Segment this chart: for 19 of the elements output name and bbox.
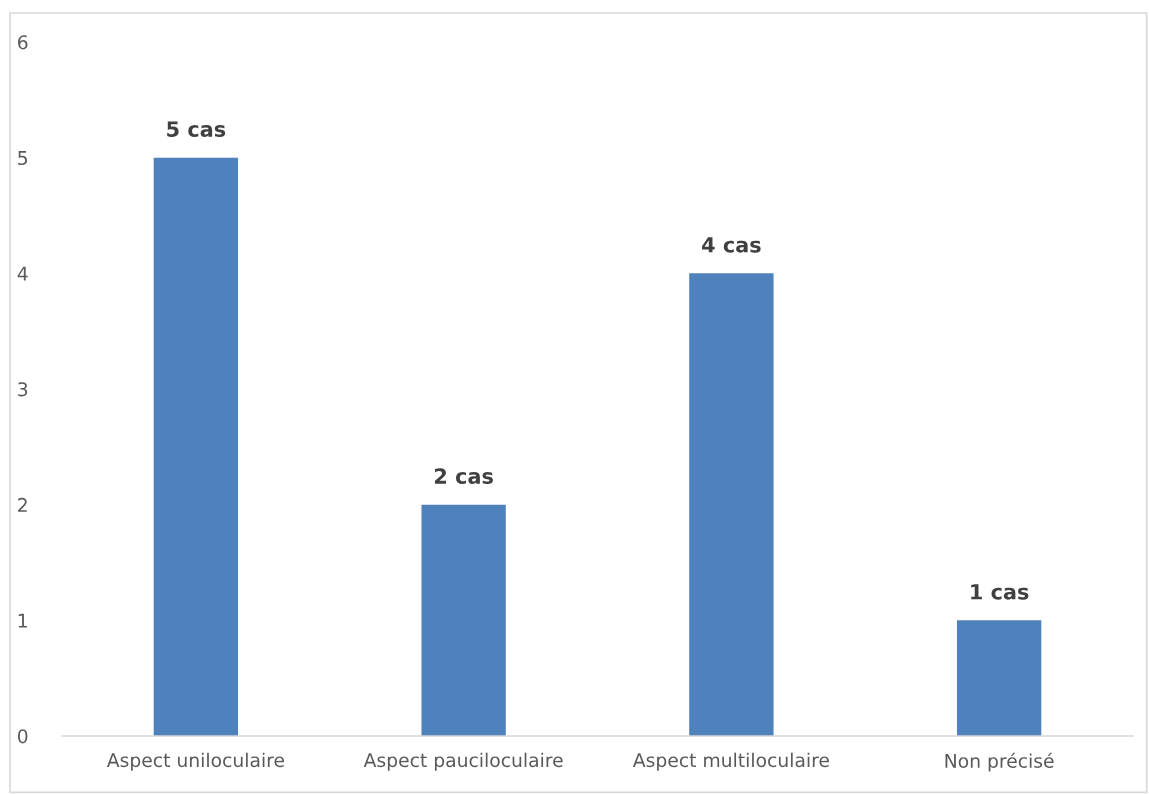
bar	[689, 273, 774, 736]
data-label: 1 cas	[971, 584, 1029, 600]
y-tick-label: 6	[18, 35, 28, 50]
y-tick-label: 3	[18, 382, 28, 397]
data-label: 4 cas	[702, 237, 761, 253]
y-tick-label: 5	[18, 151, 28, 166]
data-label: 2 cas	[434, 468, 493, 484]
y-tick-label: 4	[17, 266, 28, 281]
data-label: 5 cas	[167, 121, 226, 137]
bar	[956, 620, 1042, 736]
y-tick-label: 0	[17, 729, 28, 744]
x-tick-label: Aspect multiloculaire	[632, 752, 829, 771]
bar	[421, 504, 506, 736]
x-tick-label: Aspect uniloculaire	[106, 752, 284, 771]
bar	[153, 157, 239, 736]
y-tick-label: 1	[18, 613, 27, 628]
y-tick-label: 2	[18, 497, 27, 512]
x-tick-label: Aspect pauciloculaire	[363, 752, 563, 771]
x-tick-label: Non précisé	[945, 752, 1054, 772]
